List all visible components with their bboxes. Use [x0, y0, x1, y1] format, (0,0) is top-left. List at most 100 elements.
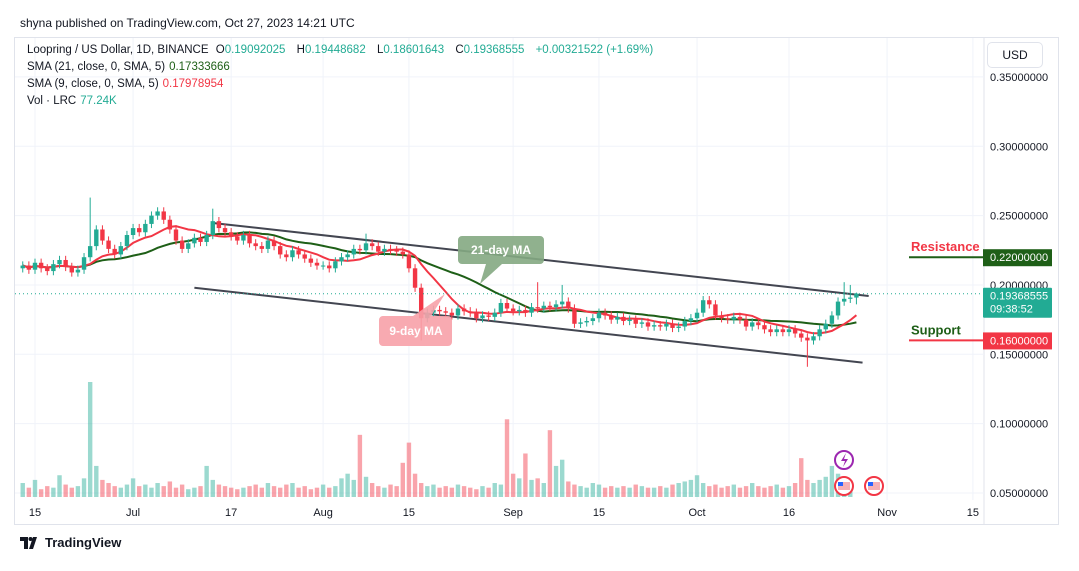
- candle-body: [811, 336, 816, 341]
- volume-bar: [756, 486, 761, 497]
- candle-body: [412, 268, 418, 288]
- volume-bar: [639, 486, 645, 497]
- us-flag-event-icon[interactable]: [834, 476, 854, 496]
- candle-body: [621, 316, 626, 322]
- volume-bar: [792, 483, 798, 497]
- time-axis: 15 Jul 17 Aug 15 Sep 15 Oct 16 Nov 15: [29, 507, 979, 519]
- volume-bar: [461, 486, 467, 497]
- candle-body: [137, 228, 142, 233]
- candle-body: [737, 316, 743, 320]
- volume-bar: [805, 479, 810, 497]
- candle-body: [161, 211, 166, 220]
- legend-sma21[interactable]: SMA (21, close, 0, SMA, 5) 0.17333666: [27, 61, 230, 73]
- volume-bar: [535, 478, 540, 497]
- candle-body: [799, 333, 804, 338]
- legend-volume[interactable]: Vol · LRC 77.24K: [27, 95, 117, 107]
- lightning-icon[interactable]: [834, 450, 854, 470]
- volume-bar: [369, 483, 375, 497]
- callout-21-label: 21-day MA: [471, 243, 531, 257]
- price-tick-label: 0.05000000: [990, 488, 1048, 500]
- candle-body: [167, 219, 173, 230]
- volume-bar: [124, 484, 130, 497]
- candle-body: [20, 265, 25, 269]
- candle-body: [87, 246, 93, 258]
- candle-body: [26, 265, 32, 270]
- volume-bar: [517, 478, 522, 497]
- candle-body: [216, 221, 222, 229]
- volume-bar: [38, 489, 44, 497]
- volume-bar: [81, 478, 87, 497]
- volume-bar: [725, 486, 730, 497]
- candle-body: [204, 235, 209, 242]
- channel-lower-line: [194, 286, 863, 364]
- candle-body: [841, 298, 847, 302]
- time-tick-label: Oct: [688, 507, 705, 519]
- candle-body: [486, 315, 491, 317]
- candle-body: [559, 301, 565, 305]
- volume-bar: [688, 479, 694, 497]
- candle-body: [69, 266, 74, 273]
- candle-body: [124, 235, 130, 247]
- close-value: 0.19368555: [463, 44, 525, 56]
- currency-button[interactable]: USD: [987, 42, 1043, 68]
- candle-body: [314, 262, 320, 266]
- volume-bar: [811, 483, 816, 497]
- chart-frame[interactable]: [14, 37, 1059, 525]
- volume-bar: [774, 484, 779, 497]
- volume-bar: [578, 486, 583, 497]
- candle-body: [45, 268, 50, 272]
- volume-bar: [559, 459, 565, 497]
- candle-body: [602, 312, 608, 316]
- volume-bar: [412, 473, 418, 497]
- resistance-price-value: 0.22000000: [990, 252, 1048, 264]
- candle-body: [474, 312, 479, 319]
- volume-bar: [259, 487, 265, 497]
- volume-bar: [627, 487, 632, 497]
- candle-body: [339, 257, 344, 262]
- tradingview-logo[interactable]: TradingView: [20, 535, 121, 550]
- volume-bar: [382, 487, 387, 497]
- volume-bar: [130, 478, 136, 497]
- candle-body: [75, 269, 81, 273]
- candle-body: [529, 307, 534, 313]
- resistance-price-tag: [983, 249, 1052, 267]
- sma21-value: 0.17333666: [169, 61, 230, 73]
- candle-body: [51, 264, 56, 272]
- candle-body: [400, 251, 405, 255]
- volume-bar: [137, 486, 142, 497]
- us-flag-event-icon[interactable]: [864, 476, 884, 496]
- time-tick-label: 15: [403, 507, 415, 519]
- candle-body: [805, 337, 810, 341]
- time-tick-label: Jul: [126, 507, 140, 519]
- candle-body: [786, 329, 792, 333]
- candle-body: [228, 232, 234, 237]
- volume-bar: [314, 487, 320, 497]
- volume-bar: [327, 487, 332, 497]
- candle-body: [81, 257, 87, 270]
- candle-body: [327, 265, 332, 269]
- price-tick-label: 0.25000000: [990, 211, 1048, 223]
- candle-body: [615, 316, 620, 320]
- candle-body: [713, 304, 718, 316]
- candle-body: [369, 243, 375, 247]
- volume-bar: [492, 483, 497, 497]
- volume-bar: [480, 486, 485, 497]
- candle-body: [192, 237, 197, 244]
- volume-bar: [186, 489, 191, 497]
- volume-bar: [149, 487, 154, 497]
- candle-body: [743, 319, 749, 327]
- sma-21-line: [22, 231, 857, 327]
- volume-bar: [265, 483, 271, 497]
- time-tick-label: Aug: [313, 507, 333, 519]
- price-tick-label: 0.15000000: [990, 349, 1048, 361]
- candle-body: [320, 265, 326, 267]
- candle-body: [382, 248, 387, 252]
- legend-sma9[interactable]: SMA (9, close, 0, SMA, 5) 0.17978954: [27, 78, 224, 90]
- candle-body: [222, 228, 228, 233]
- candle-body: [756, 322, 761, 326]
- candle-body: [278, 246, 283, 255]
- volume-bar: [474, 489, 479, 497]
- volume-bar: [357, 434, 363, 497]
- candle-body: [468, 311, 473, 313]
